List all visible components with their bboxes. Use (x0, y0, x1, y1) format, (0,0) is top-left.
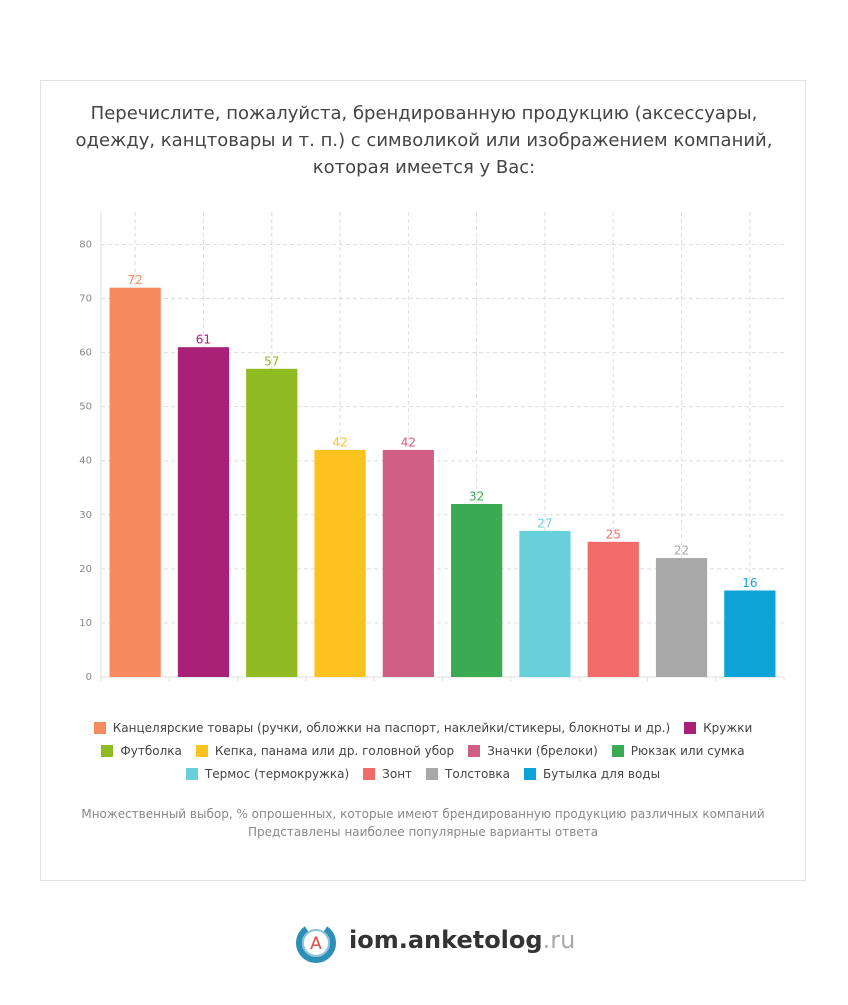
bar (655, 558, 708, 677)
bar (587, 541, 639, 677)
value-label: 42 (332, 435, 347, 449)
legend-item: Кружки (684, 721, 752, 735)
logo-suffix: .ru (542, 926, 576, 954)
legend-label: Рюкзак или сумка (630, 744, 745, 758)
legend-row: Термос (термокружка) Зонт Толстовка Бутылка… (40, 767, 806, 781)
note: Представлены наиболее популярные вариант… (247, 825, 599, 839)
legend-item: Кепка, панама или др. головной убор (195, 744, 455, 758)
legend-swatch (468, 745, 481, 757)
legend-item: Футболка (101, 744, 182, 758)
value-label: 32 (469, 489, 484, 503)
legend-item: Толстовка (426, 767, 510, 781)
legend-swatch (195, 745, 208, 757)
y-tick-label: 20 (79, 564, 92, 575)
legend-swatch (611, 745, 624, 757)
legend-label: Зонт (382, 767, 413, 781)
chart-title: Перечислите, пожалуйста, брендированную … (75, 103, 773, 178)
bar (382, 449, 434, 677)
y-tick-label: 70 (79, 294, 92, 305)
logo-icon: A (310, 934, 322, 954)
value-label: 72 (128, 273, 143, 287)
y-tick-label: 40 (79, 456, 92, 467)
bar (451, 503, 503, 677)
y-tick-label: 10 (79, 618, 92, 629)
logo-name: iom.anketolog (349, 926, 543, 954)
bar (724, 590, 776, 677)
logo-inner (302, 929, 330, 957)
legend-label: Кепка, панама или др. головной убор (214, 744, 455, 758)
legend-label: Кружки (703, 721, 753, 735)
legend-label: Термос (термокружка) (204, 767, 350, 781)
y-tick-label: 0 (86, 672, 92, 683)
y-tick-label: 50 (79, 402, 92, 413)
y-tick-label: 60 (79, 348, 92, 359)
legend-item: Термос (термокружка) (185, 767, 350, 781)
value-label: 57 (264, 354, 279, 368)
value-label: 16 (742, 576, 757, 590)
value-label: 25 (606, 527, 621, 541)
legend-label: Футболка (120, 744, 182, 758)
legend-item: Зонт (363, 767, 412, 781)
legend-swatch (93, 722, 106, 734)
legend-item: Канцелярские товары (ручки, обложки на п… (93, 721, 671, 735)
bar (109, 287, 161, 677)
logo: iom.anketolog.ru (349, 926, 575, 954)
logo-ring (296, 923, 336, 963)
value-label: 22 (674, 544, 689, 558)
legend-item: Рюкзак или сумка (611, 744, 745, 758)
legend-swatch (426, 768, 439, 780)
value-label: 61 (196, 333, 211, 347)
bar (177, 347, 230, 677)
legend-label: Бутылка для воды (543, 767, 661, 781)
chart-card (40, 80, 806, 881)
legend-row: Футболка Кепка, панама или др. головной у… (40, 744, 806, 758)
legend-item: Бутылка для воды (524, 767, 660, 781)
value-label: 27 (537, 517, 552, 531)
y-tick-label: 80 (79, 239, 92, 250)
legend-swatch (185, 768, 198, 780)
legend-row: Канцелярские товары (ручки, обложки на п… (40, 721, 806, 735)
legend-label: Канцелярские товары (ручки, обложки на п… (112, 721, 671, 735)
legend-swatch (363, 768, 376, 780)
legend-item: Значки (брелоки) (468, 744, 598, 758)
legend-swatch (524, 768, 536, 780)
legend-swatch (101, 745, 114, 757)
legend-label: Значки (брелоки) (487, 744, 598, 758)
legend-swatch (684, 722, 697, 734)
y-tick-label: 30 (79, 510, 92, 521)
bar (246, 368, 298, 677)
bar (314, 449, 366, 677)
legend-label: Толстовка (445, 767, 510, 781)
note: Множественный выбор, % опрошенных, котор… (81, 807, 765, 821)
bar (519, 531, 571, 677)
value-label: 42 (401, 435, 416, 449)
